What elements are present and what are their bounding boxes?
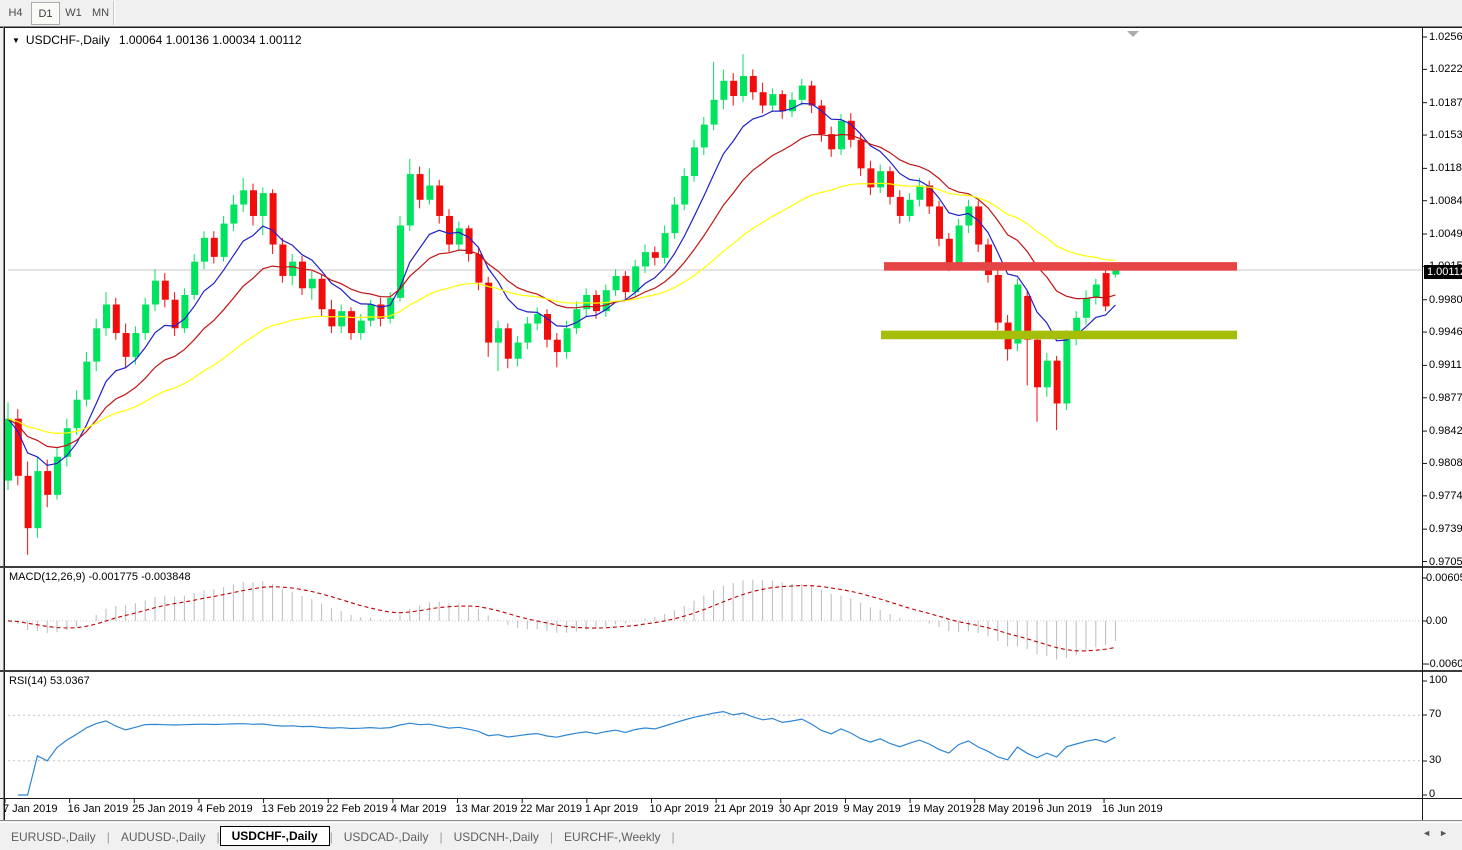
chart-dropdown-icon[interactable]: ▼ (12, 36, 20, 45)
rsi-axis-label: 0 (1429, 788, 1436, 800)
macd-axis-label: -0.006096 (1426, 658, 1462, 670)
date-axis-label: 16 Jan 2019 (67, 803, 129, 815)
tab-separator: | (439, 829, 443, 844)
date-axis-label: 13 Mar 2019 (455, 803, 518, 815)
timeframe-toolbar: H4 D1 W1 MN (0, 0, 1462, 27)
chart-ohlc-values: 1.00064 1.00136 1.00034 1.00112 (118, 33, 302, 47)
window-border (0, 26, 1462, 27)
tab-separator: | (549, 829, 554, 844)
window-border (0, 820, 1462, 821)
tab-separator: | (329, 829, 333, 844)
date-axis-label: 30 Apr 2019 (778, 803, 839, 815)
chart-tab-usdcad-daily[interactable]: USDCAD-,Daily (343, 829, 429, 844)
chart-shift-marker-icon[interactable] (1127, 31, 1139, 37)
timeframe-h4-button[interactable]: H4 (8, 6, 23, 19)
date-axis-label: 10 Apr 2019 (649, 803, 709, 815)
price-axis-label: 1.02560 (1429, 31, 1462, 43)
price-axis-border (1422, 28, 1423, 820)
macd-axis-label: 0.00 (1426, 615, 1448, 627)
tab-scroll-right-icon[interactable]: ► (1439, 828, 1456, 838)
date-axis-label: 4 Feb 2019 (196, 803, 253, 815)
panel-border (0, 798, 1462, 799)
date-axis-label: 21 Apr 2019 (714, 803, 774, 815)
price-axis-label: 1.02220 (1429, 63, 1462, 76)
toolbar-separator (113, 1, 115, 25)
price-axis-label: 1.01870 (1429, 96, 1462, 109)
date-axis-label: 6 Jun 2019 (1037, 803, 1092, 815)
macd-indicator-label: MACD(12,26,9) -0.001775 -0.003848 (9, 571, 191, 583)
date-axis-label: 1 Apr 2019 (584, 803, 639, 815)
window-border (0, 27, 1462, 28)
current-price-badge: 1.00112 (1424, 265, 1462, 279)
rsi-axis-label: 100 (1429, 674, 1448, 686)
date-axis-label: 13 Feb 2019 (261, 803, 324, 815)
window-border (3, 27, 4, 821)
tab-scroll-arrows: ◄► (1422, 828, 1456, 838)
price-axis-label: 1.01530 (1429, 129, 1462, 142)
chart-tab-eurchf-weekly[interactable]: EURCHF-,Weekly (564, 829, 661, 844)
chart-tab-usdcnh-daily[interactable]: USDCNH-,Daily (453, 829, 539, 844)
date-axis-label: 22 Mar 2019 (520, 803, 582, 815)
date-axis-label: 25 Jan 2019 (132, 803, 193, 815)
date-axis-label: 9 May 2019 (843, 803, 901, 815)
timeframe-w1-button[interactable]: W1 (65, 6, 82, 19)
date-axis-label: 4 Mar 2019 (390, 803, 447, 815)
panel-splitter-macd[interactable] (0, 566, 1462, 568)
rsi-indicator-label: RSI(14) 53.0367 (9, 675, 90, 687)
tab-separator: | (106, 829, 110, 844)
price-axis-label: 1.00840 (1429, 194, 1462, 207)
timeframe-d1-button[interactable]: D1 (31, 2, 60, 25)
chart-tab-bar: EURUSD-,Daily | AUDUSD-,Daily | USDCHF-,Dail… (0, 822, 1462, 850)
date-axis-label: 16 Jun 2019 (1102, 803, 1163, 815)
chart-symbol-period: USDCHF-,Daily (25, 33, 110, 47)
tab-separator: | (216, 829, 220, 844)
macd-axis-label: 0.006058 (1426, 572, 1462, 584)
chart-tab-usdchf-daily[interactable]: USDCHF-,Daily (219, 825, 330, 846)
chart-title: ▼ USDCHF-,Daily 1.00064 1.00136 1.00034 1.… (12, 33, 302, 47)
date-axis-label: 19 May 2019 (908, 803, 972, 815)
panel-splitter-rsi[interactable] (0, 670, 1462, 672)
tab-scroll-left-icon[interactable]: ◄ (1422, 828, 1440, 838)
timeframe-mn-button[interactable]: MN (91, 6, 110, 19)
chart-tab-audusd-daily[interactable]: AUDUSD-,Daily (120, 829, 206, 844)
date-axis-label: 7 Jan 2019 (3, 803, 58, 815)
tab-separator: | (671, 829, 675, 844)
chart-tab-eurusd-daily[interactable]: EURUSD-,Daily (11, 829, 96, 844)
chart-background (5, 28, 1462, 820)
date-axis-label: 22 Feb 2019 (326, 803, 389, 815)
price-axis-label: 1.01180 (1429, 162, 1462, 175)
date-axis-label: 28 May 2019 (972, 803, 1037, 815)
window-border (4, 27, 5, 821)
rsi-axis-label: 70 (1429, 708, 1442, 720)
rsi-axis-label: 30 (1429, 754, 1442, 766)
